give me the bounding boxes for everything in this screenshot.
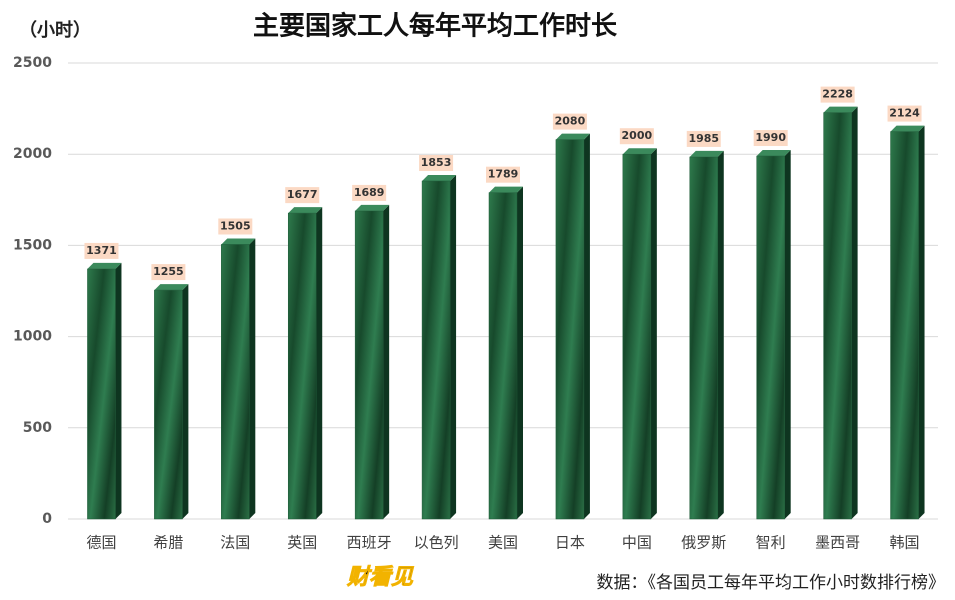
value-label-box bbox=[84, 242, 119, 259]
bar-top bbox=[422, 175, 457, 182]
value-label: 1677 bbox=[287, 188, 318, 201]
x-tick-label: 英国 bbox=[287, 534, 317, 552]
bar-side bbox=[918, 125, 925, 519]
y-tick-label: 2000 bbox=[13, 146, 52, 162]
value-label: 1505 bbox=[220, 219, 251, 232]
x-tick-label: 智利 bbox=[756, 534, 786, 552]
value-label: 1853 bbox=[421, 156, 452, 169]
bar-side bbox=[851, 106, 858, 520]
bar bbox=[689, 156, 719, 520]
value-label-box bbox=[285, 187, 320, 204]
bar bbox=[622, 153, 652, 520]
value-label: 2124 bbox=[889, 107, 920, 120]
bar-side bbox=[316, 207, 323, 519]
y-tick-label: 2500 bbox=[13, 55, 52, 71]
bar bbox=[555, 139, 585, 520]
bar-top bbox=[622, 148, 657, 155]
x-tick-label: 韩国 bbox=[890, 534, 920, 552]
bar-side bbox=[583, 133, 590, 519]
bar bbox=[756, 155, 785, 520]
bar bbox=[287, 212, 317, 520]
value-label: 2080 bbox=[555, 115, 586, 128]
bar-side bbox=[784, 150, 791, 520]
bar-top bbox=[87, 262, 122, 269]
bar bbox=[421, 180, 451, 520]
bar bbox=[221, 244, 250, 520]
bar-top bbox=[154, 284, 189, 291]
value-label: 1990 bbox=[755, 131, 786, 144]
value-label-box bbox=[151, 264, 186, 281]
y-tick-label: 500 bbox=[23, 420, 52, 436]
bar-top bbox=[756, 150, 791, 157]
value-label: 1371 bbox=[86, 244, 117, 257]
value-label-box bbox=[419, 155, 454, 172]
bar-side bbox=[249, 238, 256, 519]
value-label: 1985 bbox=[688, 132, 719, 145]
x-tick-label: 日本 bbox=[555, 534, 585, 552]
bar-side bbox=[182, 284, 189, 519]
x-tick-label: 西班牙 bbox=[347, 534, 392, 552]
x-tick-label: 中国 bbox=[622, 534, 652, 552]
x-tick-label: 希腊 bbox=[153, 534, 183, 552]
value-label-box bbox=[753, 130, 788, 147]
value-label-box bbox=[686, 130, 721, 147]
bar-side bbox=[115, 262, 122, 519]
value-label: 1689 bbox=[354, 186, 385, 199]
bar-top bbox=[890, 125, 925, 132]
value-label: 1255 bbox=[153, 265, 184, 278]
bar bbox=[823, 112, 852, 520]
bar bbox=[488, 192, 518, 520]
logo: 财看见 bbox=[346, 565, 414, 590]
bar-top bbox=[355, 204, 390, 211]
value-label-box bbox=[619, 128, 654, 145]
bar-top bbox=[555, 133, 590, 140]
value-label-box bbox=[820, 86, 855, 103]
chart-title: 主要国家工人每年平均工作时长 bbox=[253, 11, 618, 42]
bar-top bbox=[489, 186, 523, 193]
x-tick-label: 美国 bbox=[488, 534, 518, 552]
x-tick-label: 墨西哥 bbox=[815, 534, 860, 552]
unit-label: （小时） bbox=[19, 20, 91, 41]
value-label-box bbox=[887, 105, 922, 122]
bar-top bbox=[221, 238, 256, 245]
bar-side bbox=[383, 204, 390, 520]
bar-top bbox=[689, 150, 724, 157]
value-label-box bbox=[352, 184, 387, 201]
bar bbox=[890, 131, 919, 520]
value-label: 2228 bbox=[822, 88, 853, 101]
bar bbox=[87, 268, 116, 520]
bar-top bbox=[823, 106, 858, 113]
bar-side bbox=[517, 186, 523, 519]
y-tick-label: 1500 bbox=[13, 237, 52, 253]
x-tick-label: 俄罗斯 bbox=[681, 534, 726, 552]
source-note: 数据：《各国员工每年平均工作小时数排行榜》 bbox=[597, 573, 946, 593]
value-label: 2000 bbox=[622, 129, 653, 142]
x-tick-label: 德国 bbox=[86, 534, 116, 552]
bar-side bbox=[717, 150, 724, 519]
x-tick-label: 以色列 bbox=[414, 534, 459, 552]
value-label-box bbox=[552, 113, 587, 130]
value-label-box bbox=[486, 166, 520, 183]
bar bbox=[154, 289, 183, 520]
value-label-box bbox=[218, 218, 253, 235]
y-tick-label: 0 bbox=[42, 511, 52, 527]
y-tick-label: 1000 bbox=[13, 329, 52, 345]
bar-side bbox=[650, 148, 657, 519]
x-tick-label: 法国 bbox=[220, 534, 250, 552]
bar bbox=[354, 210, 384, 520]
bar-side bbox=[450, 175, 457, 519]
bar-top bbox=[288, 207, 323, 214]
value-label: 1789 bbox=[488, 168, 519, 181]
